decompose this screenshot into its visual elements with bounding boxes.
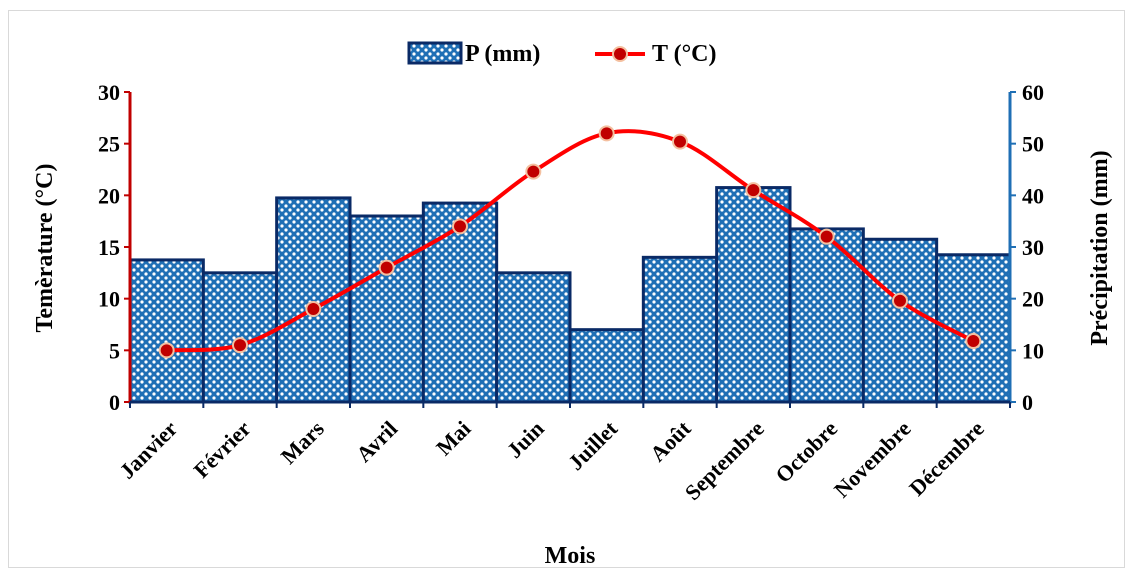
temp-point-février xyxy=(232,337,248,354)
y-left-tick-label: 10 xyxy=(98,287,120,312)
y-left-tick-label: 30 xyxy=(98,80,120,105)
bar-novembre xyxy=(861,237,939,404)
bar-août xyxy=(641,255,719,404)
y-right-tick-label: 10 xyxy=(1022,338,1044,363)
bar-series-precip xyxy=(128,186,1012,404)
x-tick-label: Janvier xyxy=(114,416,182,484)
bar-mars xyxy=(275,196,352,404)
bar-septembre xyxy=(715,186,792,404)
x-tick-label: Mars xyxy=(276,416,329,469)
bar-juin xyxy=(495,271,572,404)
bar-juillet xyxy=(568,328,645,404)
y-left-tick-label: 25 xyxy=(98,132,120,157)
legend-marker-temp xyxy=(612,46,628,62)
bar-octobre xyxy=(788,227,865,404)
legend-label-precip: P (mm) xyxy=(465,41,540,67)
bar-avril xyxy=(348,214,425,404)
temp-point-septembre xyxy=(745,182,762,199)
x-tick-label: Octobre xyxy=(770,416,842,488)
x-tick-label: Novembre xyxy=(829,416,916,503)
axes: 0 5 10 15 20 25 30 0 10 20 30 40 50 60 xyxy=(98,80,1044,415)
x-tick-label: Mai xyxy=(431,416,475,460)
category-labels: Janvier Février Mars Avril Mai Juin Juillet Aoû… xyxy=(114,415,989,505)
y-right-tick-label: 0 xyxy=(1022,390,1033,415)
y-left-tick-label: 20 xyxy=(98,183,120,208)
x-tick-label: Septembre xyxy=(680,416,769,505)
legend-swatch-precip xyxy=(407,41,463,65)
temp-point-novembre xyxy=(892,292,908,309)
x-axis-title: Mois xyxy=(545,543,596,569)
y-right-tick-label: 50 xyxy=(1022,132,1044,157)
line-series-temp xyxy=(158,125,982,359)
temp-point-décembre xyxy=(965,333,982,350)
temp-point-juin xyxy=(525,163,542,180)
y-right-tick-label: 40 xyxy=(1022,183,1044,208)
x-tick-label: Avril xyxy=(351,416,402,467)
temp-point-juillet xyxy=(598,125,615,142)
y-left-tick-label: 15 xyxy=(98,235,120,260)
legend-label-temp: T (°C) xyxy=(652,41,717,67)
temp-point-janvier xyxy=(158,342,175,359)
temp-point-mars xyxy=(305,301,322,317)
x-tick-label: Juillet xyxy=(563,415,623,475)
x-tick-label: Décembre xyxy=(904,416,989,501)
y-right-tick-label: 30 xyxy=(1022,235,1044,260)
x-tick-label: Août xyxy=(645,415,696,466)
temp-point-août xyxy=(672,133,688,150)
y-right-tick-label: 60 xyxy=(1022,80,1044,105)
y-right-tick-label: 20 xyxy=(1022,287,1044,312)
temp-point-octobre xyxy=(818,228,835,245)
y-axis-right-title: Précipitation (mm) xyxy=(1087,150,1113,345)
y-left-tick-label: 5 xyxy=(109,338,120,363)
bar-janvier xyxy=(128,258,205,404)
temp-point-avril xyxy=(378,259,395,276)
y-left-tick-label: 0 xyxy=(109,390,120,415)
x-tick-label: Juin xyxy=(502,416,549,463)
y-axis-left-title: Temèrature (°C) xyxy=(32,164,58,333)
temp-point-mai xyxy=(452,218,468,235)
legend: P (mm) T (°C) xyxy=(407,41,717,67)
x-tick-label: Février xyxy=(189,416,256,483)
